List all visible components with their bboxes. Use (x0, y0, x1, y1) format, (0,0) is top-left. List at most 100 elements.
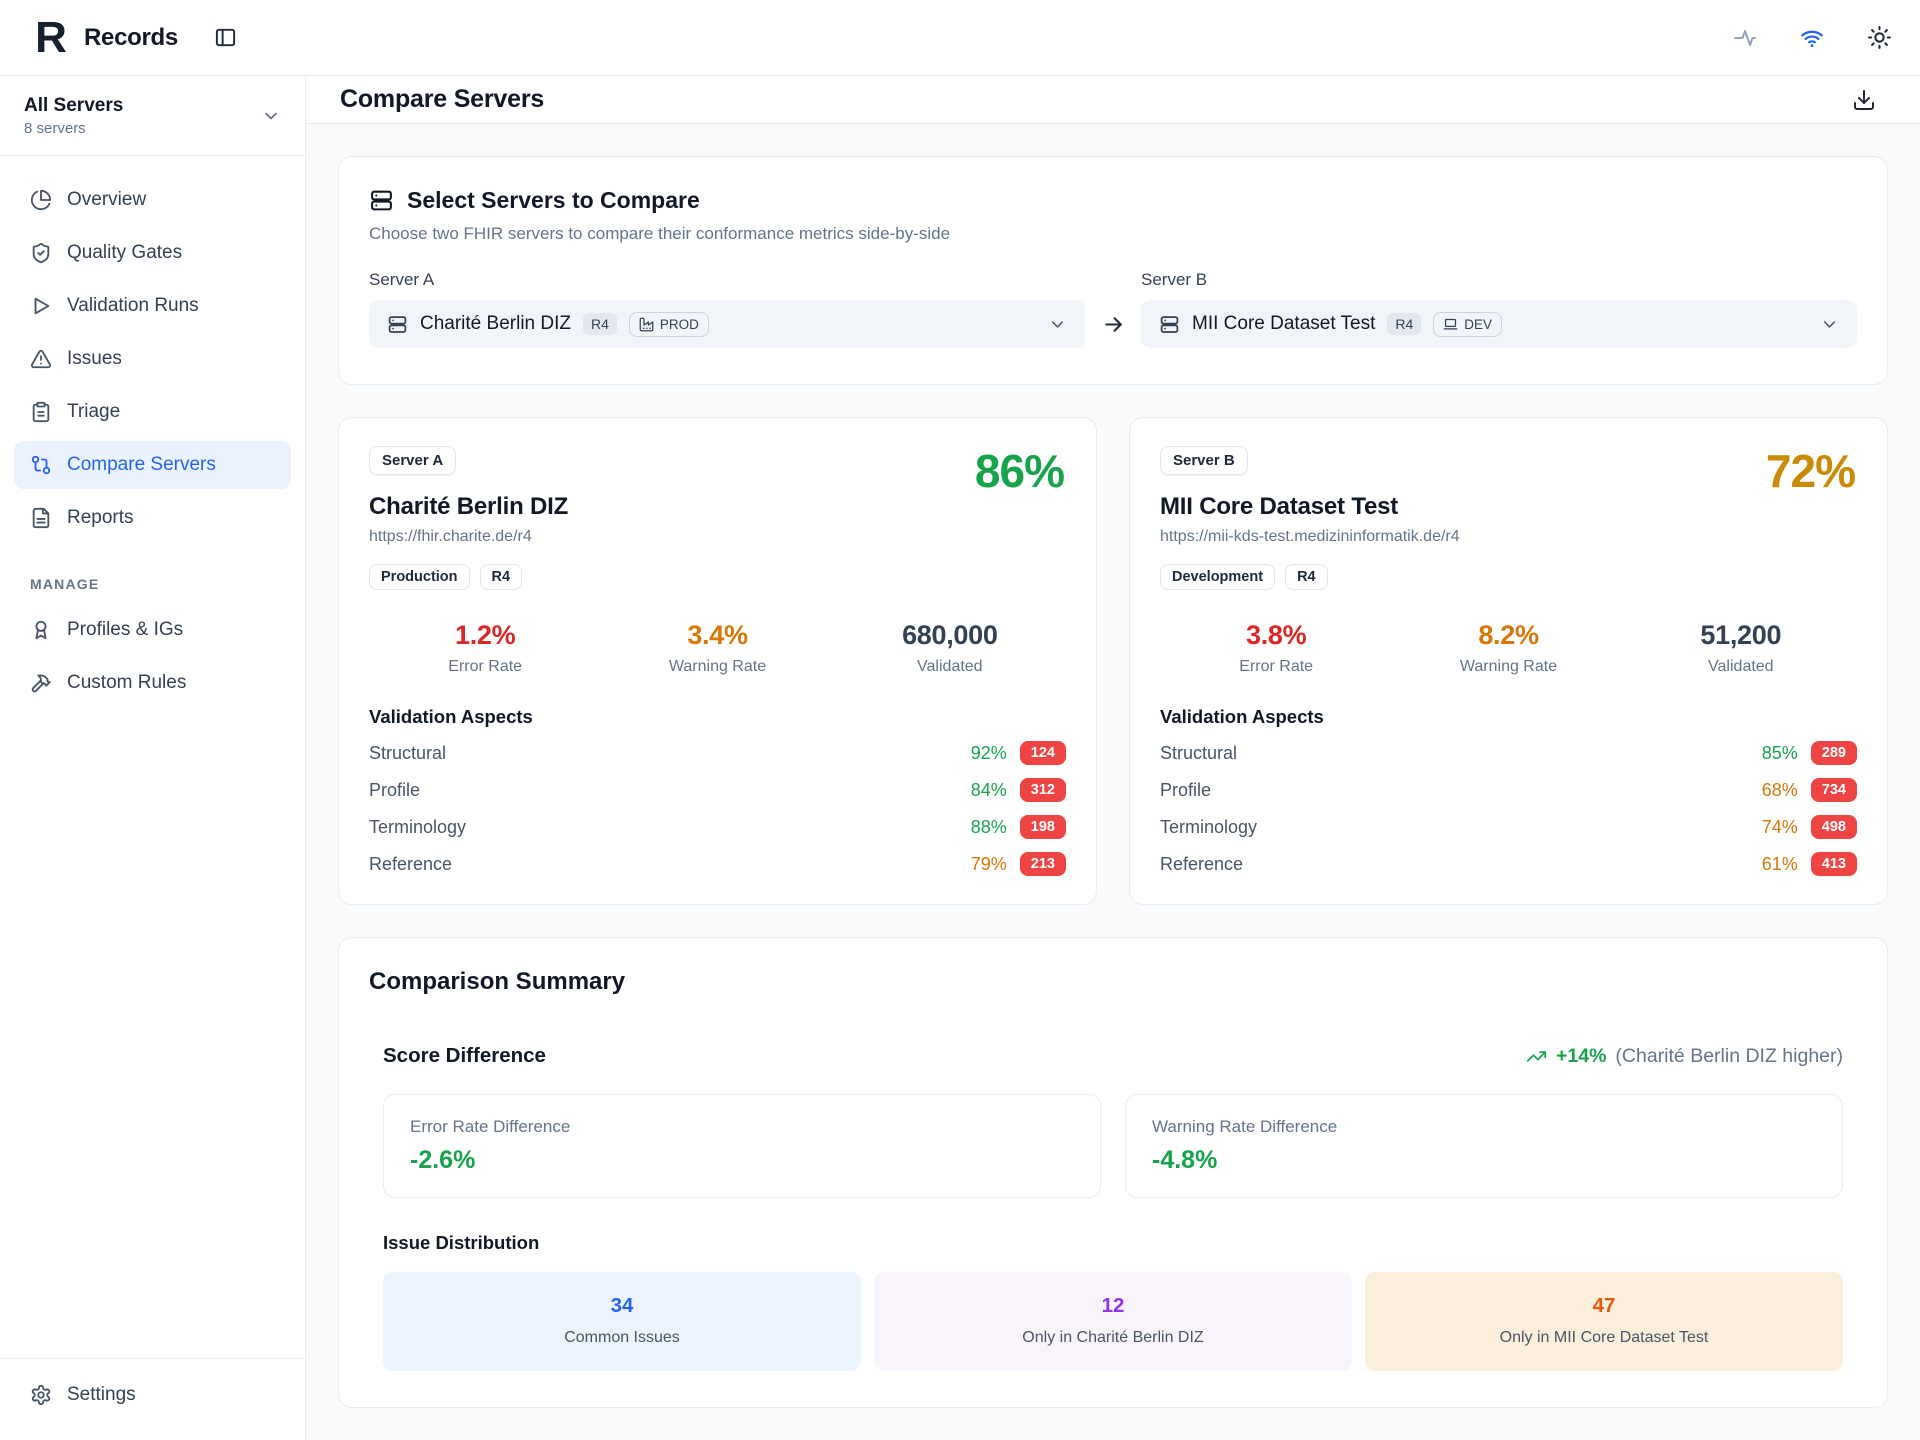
clipboard-icon (30, 401, 52, 423)
env-tag: Production (369, 564, 470, 590)
chevron-down-icon (261, 106, 281, 126)
aspect-row: Structural 92%124 (369, 741, 1066, 765)
sidebar-item-reports[interactable]: Reports (14, 494, 291, 542)
sidebar-item-label: Triage (67, 401, 120, 423)
comparison-summary-card: Comparison Summary Score Difference +14%… (338, 937, 1888, 1408)
metric-warning-rate: 3.4% Warning Rate (601, 620, 833, 676)
only-server-a-issues-tile: 12 Only in Charité Berlin DIZ (874, 1272, 1352, 1371)
chevron-down-icon (1048, 315, 1067, 334)
server-a-badge: Server A (369, 446, 456, 475)
sidebar-item-label: Quality Gates (67, 242, 182, 264)
gear-icon (30, 1384, 52, 1406)
server-stack-icon (369, 188, 394, 213)
issue-distribution-label: Issue Distribution (369, 1232, 1857, 1254)
theme-toggle-sun-icon[interactable] (1867, 25, 1892, 50)
shield-check-icon (30, 242, 52, 264)
score-difference-value: +14% (1556, 1045, 1606, 1068)
issue-count-badge: 213 (1020, 852, 1066, 876)
aspect-row: Terminology 74%498 (1160, 815, 1857, 839)
sidebar-item-issues[interactable]: Issues (14, 335, 291, 383)
only-server-b-issues-tile: 47 Only in MII Core Dataset Test (1365, 1272, 1843, 1371)
sidebar-item-settings[interactable]: Settings (14, 1371, 291, 1419)
common-issues-tile: 34 Common Issues (383, 1272, 861, 1371)
server-scope-subtitle: 8 servers (24, 120, 261, 137)
server-b-version-badge: R4 (1387, 313, 1421, 335)
aspect-row: Profile 84%312 (369, 778, 1066, 802)
server-b-card: Server B 72% MII Core Dataset Test https… (1129, 417, 1888, 905)
metric-warning-rate: 8.2% Warning Rate (1392, 620, 1624, 676)
env-tag: Development (1160, 564, 1275, 590)
sidebar-item-label: Overview (67, 189, 146, 211)
page-header: Compare Servers (306, 76, 1920, 124)
brand-name: Records (84, 24, 178, 52)
server-a-dropdown[interactable]: Charité Berlin DIZ R4 PROD (369, 300, 1085, 348)
sidebar-item-label: Compare Servers (67, 454, 216, 476)
sidebar-item-validation-runs[interactable]: Validation Runs (14, 282, 291, 330)
aspect-row: Reference 61%413 (1160, 852, 1857, 876)
server-scope-title: All Servers (24, 95, 261, 117)
server-b-score: 72% (1766, 444, 1855, 498)
alert-triangle-icon (30, 348, 52, 370)
server-a-label: Server A (369, 270, 1085, 290)
metric-validated: 680,000 Validated (834, 620, 1066, 676)
sidebar-section-manage: MANAGE (30, 576, 275, 592)
sidebar-item-quality-gates[interactable]: Quality Gates (14, 229, 291, 277)
sidebar-nav: Overview Quality Gates Validation Runs I… (0, 156, 305, 712)
sidebar-item-compare-servers[interactable]: Compare Servers (14, 441, 291, 489)
sidebar-item-label: Profiles & IGs (67, 619, 183, 641)
server-scope-selector[interactable]: All Servers 8 servers (0, 76, 305, 156)
select-servers-card: Select Servers to Compare Choose two FHI… (338, 156, 1888, 385)
score-difference-note: (Charité Berlin DIZ higher) (1615, 1045, 1843, 1068)
select-servers-title: Select Servers to Compare (407, 187, 700, 214)
sidebar-item-profiles-igs[interactable]: Profiles & IGs (14, 606, 291, 654)
comparison-summary-title: Comparison Summary (369, 968, 1857, 996)
issue-count-badge: 124 (1020, 741, 1066, 765)
select-servers-subtitle: Choose two FHIR servers to compare their… (369, 224, 1857, 244)
server-b-name: MII Core Dataset Test (1160, 493, 1857, 521)
aspect-row: Profile 68%734 (1160, 778, 1857, 802)
hammer-icon (30, 672, 52, 694)
sidebar: All Servers 8 servers Overview Quality G… (0, 76, 306, 1440)
validation-aspects-title: Validation Aspects (369, 706, 1066, 728)
sidebar-item-label: Issues (67, 348, 122, 370)
server-a-url: https://fhir.charite.de/r4 (369, 528, 1066, 546)
file-text-icon (30, 507, 52, 529)
server-a-value: Charité Berlin DIZ (420, 313, 571, 335)
error-rate-difference-box: Error Rate Difference -2.6% (383, 1094, 1101, 1198)
sidebar-item-overview[interactable]: Overview (14, 176, 291, 224)
sidebar-toggle-icon[interactable] (214, 26, 237, 49)
sidebar-item-label: Validation Runs (67, 295, 199, 317)
metric-error-rate: 1.2% Error Rate (369, 620, 601, 676)
sidebar-item-label: Custom Rules (67, 672, 186, 694)
sidebar-item-label: Settings (67, 1384, 136, 1406)
download-button[interactable] (1842, 78, 1886, 122)
sidebar-item-label: Reports (67, 507, 134, 529)
server-b-label: Server B (1141, 270, 1857, 290)
sidebar-item-custom-rules[interactable]: Custom Rules (14, 659, 291, 707)
topbar: R Records (0, 0, 1920, 76)
server-a-version-badge: R4 (583, 313, 617, 335)
trending-up-icon (1526, 1046, 1547, 1067)
sidebar-item-triage[interactable]: Triage (14, 388, 291, 436)
laptop-icon (1443, 317, 1458, 332)
wifi-icon (1799, 25, 1825, 51)
server-b-env-badge: DEV (1433, 312, 1502, 337)
chevron-down-icon (1820, 315, 1839, 334)
server-b-dropdown[interactable]: MII Core Dataset Test R4 DEV (1141, 300, 1857, 348)
pie-chart-icon (30, 189, 52, 211)
activity-icon (1733, 26, 1757, 50)
award-icon (30, 619, 52, 641)
play-icon (30, 295, 52, 317)
server-a-score: 86% (975, 444, 1064, 498)
server-b-badge: Server B (1160, 446, 1248, 475)
server-icon (1159, 314, 1180, 335)
issue-count-badge: 289 (1811, 741, 1857, 765)
issue-count-badge: 498 (1811, 815, 1857, 839)
server-b-value: MII Core Dataset Test (1192, 313, 1375, 335)
server-a-card: Server A 86% Charité Berlin DIZ https://… (338, 417, 1097, 905)
server-a-name: Charité Berlin DIZ (369, 493, 1066, 521)
git-compare-icon (30, 454, 52, 476)
aspect-row: Structural 85%289 (1160, 741, 1857, 765)
arrow-right-icon (1085, 300, 1141, 348)
app-logo: R (28, 16, 72, 60)
